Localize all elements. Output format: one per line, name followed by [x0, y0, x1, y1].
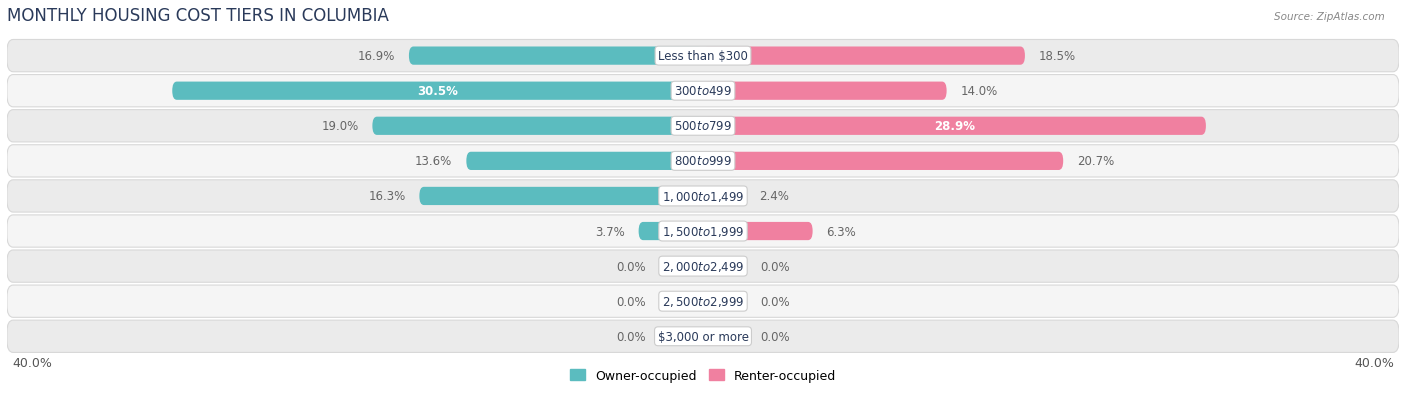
Text: 2.4%: 2.4%: [759, 190, 789, 203]
Text: Source: ZipAtlas.com: Source: ZipAtlas.com: [1274, 12, 1385, 22]
FancyBboxPatch shape: [703, 82, 946, 101]
FancyBboxPatch shape: [7, 76, 1399, 107]
Text: $1,000 to $1,499: $1,000 to $1,499: [662, 190, 744, 204]
FancyBboxPatch shape: [7, 250, 1399, 282]
FancyBboxPatch shape: [659, 328, 703, 346]
FancyBboxPatch shape: [7, 145, 1399, 178]
FancyBboxPatch shape: [703, 222, 813, 240]
FancyBboxPatch shape: [703, 47, 1025, 66]
Text: 28.9%: 28.9%: [934, 120, 974, 133]
Text: 40.0%: 40.0%: [1354, 356, 1393, 369]
FancyBboxPatch shape: [659, 257, 703, 275]
Text: 14.0%: 14.0%: [960, 85, 998, 98]
Text: 0.0%: 0.0%: [616, 330, 645, 343]
Legend: Owner-occupied, Renter-occupied: Owner-occupied, Renter-occupied: [565, 364, 841, 387]
Text: $300 to $499: $300 to $499: [673, 85, 733, 98]
FancyBboxPatch shape: [419, 188, 703, 206]
FancyBboxPatch shape: [7, 215, 1399, 247]
FancyBboxPatch shape: [7, 320, 1399, 353]
FancyBboxPatch shape: [7, 40, 1399, 73]
Text: $1,500 to $1,999: $1,500 to $1,999: [662, 225, 744, 238]
Text: 3.7%: 3.7%: [595, 225, 624, 238]
Text: MONTHLY HOUSING COST TIERS IN COLUMBIA: MONTHLY HOUSING COST TIERS IN COLUMBIA: [7, 7, 389, 25]
Text: $800 to $999: $800 to $999: [673, 155, 733, 168]
FancyBboxPatch shape: [703, 292, 747, 311]
FancyBboxPatch shape: [7, 180, 1399, 213]
FancyBboxPatch shape: [703, 117, 1206, 135]
FancyBboxPatch shape: [7, 285, 1399, 318]
FancyBboxPatch shape: [703, 152, 1063, 171]
FancyBboxPatch shape: [638, 222, 703, 240]
FancyBboxPatch shape: [703, 188, 745, 206]
Text: 18.5%: 18.5%: [1039, 50, 1076, 63]
Text: $3,000 or more: $3,000 or more: [658, 330, 748, 343]
FancyBboxPatch shape: [659, 292, 703, 311]
Text: $2,000 to $2,499: $2,000 to $2,499: [662, 259, 744, 273]
Text: Less than $300: Less than $300: [658, 50, 748, 63]
Text: 0.0%: 0.0%: [616, 295, 645, 308]
FancyBboxPatch shape: [173, 82, 703, 101]
Text: 40.0%: 40.0%: [13, 356, 52, 369]
FancyBboxPatch shape: [467, 152, 703, 171]
Text: 19.0%: 19.0%: [321, 120, 359, 133]
Text: 13.6%: 13.6%: [415, 155, 453, 168]
Text: $2,500 to $2,999: $2,500 to $2,999: [662, 294, 744, 309]
Text: 16.9%: 16.9%: [357, 50, 395, 63]
Text: 0.0%: 0.0%: [761, 260, 790, 273]
Text: 30.5%: 30.5%: [418, 85, 458, 98]
FancyBboxPatch shape: [409, 47, 703, 66]
Text: 0.0%: 0.0%: [761, 330, 790, 343]
FancyBboxPatch shape: [703, 328, 747, 346]
Text: 16.3%: 16.3%: [368, 190, 405, 203]
Text: 20.7%: 20.7%: [1077, 155, 1115, 168]
FancyBboxPatch shape: [7, 110, 1399, 142]
FancyBboxPatch shape: [703, 257, 747, 275]
FancyBboxPatch shape: [373, 117, 703, 135]
Text: 0.0%: 0.0%: [616, 260, 645, 273]
Text: 0.0%: 0.0%: [761, 295, 790, 308]
Text: $500 to $799: $500 to $799: [673, 120, 733, 133]
Text: 6.3%: 6.3%: [827, 225, 856, 238]
